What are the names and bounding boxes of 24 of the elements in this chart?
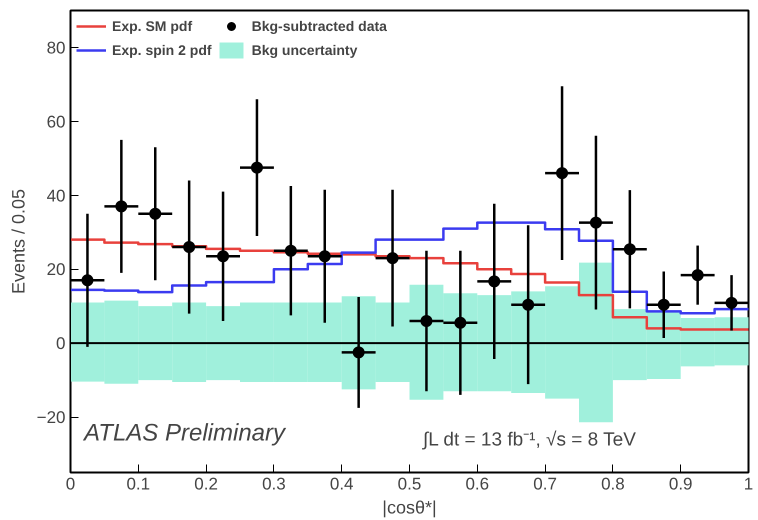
x-tick-label: 0.6 <box>465 474 490 494</box>
y-tick-label: 60 <box>46 112 66 132</box>
x-tick-label: 0.9 <box>668 474 693 494</box>
annotation: ∫L dt = 13 fb⁻¹, √s = 8 TeV <box>422 429 636 450</box>
legend-label: Bkg-subtracted data <box>252 18 387 34</box>
y-axis-title: Events / 0.05 <box>8 188 29 294</box>
y-tick-label: 80 <box>46 38 66 58</box>
legend-label: Exp. SM pdf <box>112 18 192 34</box>
x-tick-label: 0.2 <box>194 474 218 494</box>
x-tick-label: 0.8 <box>601 474 625 494</box>
y-tick-label: 20 <box>46 260 66 280</box>
y-tick-label: 0 <box>56 334 66 354</box>
y-tick-label: 40 <box>46 186 66 206</box>
x-tick-label: 0.7 <box>533 474 557 494</box>
legend-label: Bkg uncertainty <box>252 42 358 58</box>
x-tick-label: 1 <box>744 474 754 494</box>
x-tick-label: 0.4 <box>330 474 354 494</box>
x-tick-label: 0.5 <box>398 474 422 494</box>
legend-label: Exp. spin 2 pdf <box>112 42 212 58</box>
x-tick-label: 0.1 <box>126 474 150 494</box>
annotation: ATLAS Preliminary <box>82 420 287 447</box>
x-tick-label: 0.3 <box>262 474 286 494</box>
y-tick-label: −20 <box>36 408 66 428</box>
x-axis-title: |cosθ*| <box>382 498 437 518</box>
